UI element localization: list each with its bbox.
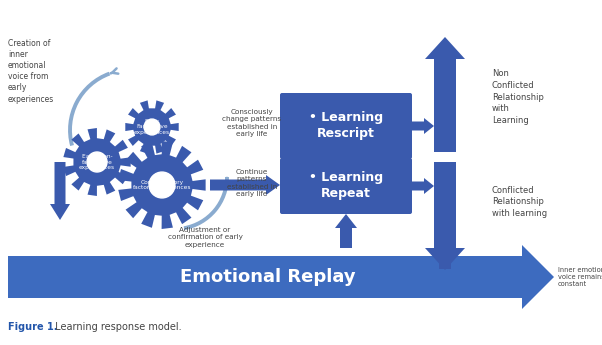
Text: Adjustment or
confirmation of early
experience: Adjustment or confirmation of early expe… <box>167 227 243 248</box>
Text: • Learning
Rescript: • Learning Rescript <box>309 111 383 140</box>
FancyArrow shape <box>50 162 70 220</box>
Text: Conflicted
Relationship
with learning: Conflicted Relationship with learning <box>492 186 547 218</box>
FancyArrow shape <box>335 214 357 248</box>
Circle shape <box>144 119 160 135</box>
FancyArrow shape <box>425 37 465 152</box>
FancyArrow shape <box>412 118 434 134</box>
FancyArrow shape <box>412 178 434 194</box>
FancyBboxPatch shape <box>280 93 412 159</box>
FancyBboxPatch shape <box>280 158 412 214</box>
Text: Early Non-
facilitative
experiences: Early Non- facilitative experiences <box>79 154 115 170</box>
Text: Early
Facilitative
experiences: Early Facilitative experiences <box>134 119 170 135</box>
Text: Learning response model.: Learning response model. <box>52 322 182 332</box>
Text: Inner emotional
voice remains
constant: Inner emotional voice remains constant <box>558 266 602 287</box>
Text: Continue
patterns
established in
early life: Continue patterns established in early l… <box>227 169 277 197</box>
Polygon shape <box>118 141 206 229</box>
Text: Consciously
change patterns
established in
early life: Consciously change patterns established … <box>222 109 282 137</box>
FancyArrow shape <box>210 175 280 195</box>
Polygon shape <box>63 128 131 196</box>
FancyArrow shape <box>425 162 465 270</box>
Text: Non
Conflicted
Relationship
with
Learning: Non Conflicted Relationship with Learnin… <box>492 69 544 125</box>
Text: • Learning
Repeat: • Learning Repeat <box>309 171 383 200</box>
Text: Figure 1.: Figure 1. <box>8 322 58 332</box>
FancyArrow shape <box>434 235 456 269</box>
Polygon shape <box>125 100 179 154</box>
Text: Emotional Replay: Emotional Replay <box>180 268 356 286</box>
FancyArrow shape <box>8 245 554 309</box>
Circle shape <box>149 172 175 198</box>
Text: Compensatory
factors/experiences: Compensatory factors/experiences <box>133 180 191 190</box>
Text: Creation of
inner
emotional
voice from
early
experiences: Creation of inner emotional voice from e… <box>8 39 54 104</box>
Circle shape <box>87 152 107 172</box>
